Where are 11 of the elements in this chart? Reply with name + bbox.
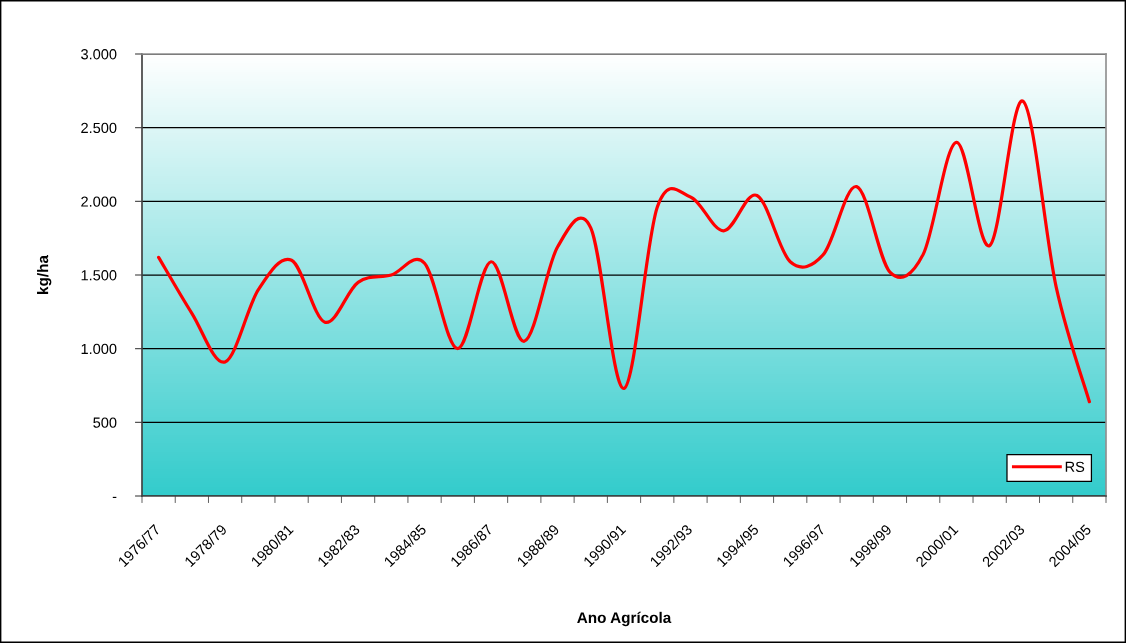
y-tick-label: 500 xyxy=(93,417,117,428)
x-axis-title: Ano Agrícola xyxy=(577,611,672,627)
y-tick-label: 1.500 xyxy=(81,270,117,281)
y-tick-label: 3.000 xyxy=(81,49,117,60)
line-series xyxy=(157,99,1091,404)
y-tick-label: 2.000 xyxy=(81,196,117,207)
legend-label: RS xyxy=(1065,461,1085,472)
y-tick-label: - xyxy=(112,496,117,498)
y-tick-label: 1.000 xyxy=(81,343,117,355)
y-axis-title: kg/ha xyxy=(37,254,52,294)
y-tick-label: 2.500 xyxy=(81,122,117,134)
